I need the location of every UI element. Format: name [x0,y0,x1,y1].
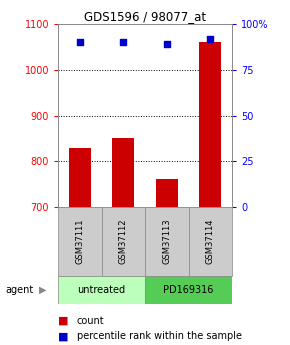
Bar [69,148,90,207]
Bar [200,42,221,207]
Text: ■: ■ [58,316,68,326]
FancyBboxPatch shape [145,207,188,276]
Point [208,36,213,41]
Text: count: count [77,316,104,326]
Point [164,41,169,47]
Text: untreated: untreated [77,285,126,295]
Text: GSM37112: GSM37112 [119,219,128,264]
FancyBboxPatch shape [58,207,102,276]
Text: GSM37113: GSM37113 [162,219,171,264]
FancyBboxPatch shape [188,207,232,276]
Bar [156,179,177,207]
Point [121,40,126,45]
FancyBboxPatch shape [102,207,145,276]
Text: agent: agent [6,285,34,295]
Text: PD169316: PD169316 [163,285,214,295]
Text: ■: ■ [58,332,68,341]
Title: GDS1596 / 98077_at: GDS1596 / 98077_at [84,10,206,23]
Text: GSM37111: GSM37111 [75,219,84,264]
FancyBboxPatch shape [58,276,145,304]
Text: ▶: ▶ [39,285,47,295]
Text: GSM37114: GSM37114 [206,219,215,264]
Point [77,40,82,45]
Bar [113,138,134,207]
FancyBboxPatch shape [145,276,232,304]
Text: percentile rank within the sample: percentile rank within the sample [77,332,242,341]
